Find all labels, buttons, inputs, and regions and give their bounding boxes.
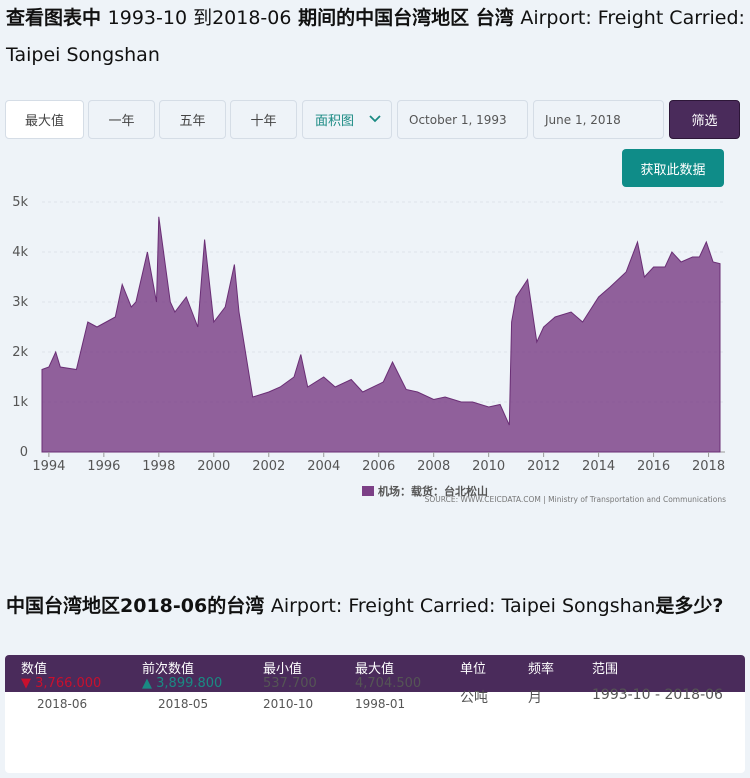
page-title: 查看图表中 1993-10 到2018-06 期间的中国台湾地区 台湾 Airp… [6, 7, 745, 66]
prev-value-date: 2018-05 [158, 697, 209, 711]
x-tick-label: 2000 [197, 459, 230, 474]
range-5y-button[interactable]: 五年 [159, 100, 226, 139]
table-row: ▼ 3,766.000 2018-06 ▲ 3,899.800 2018-05 … [5, 655, 745, 736]
summary-table: 数值 前次数值 最小值 最大值 单位 频率 范围 ▼ 3,766.000 201… [5, 655, 745, 773]
x-tick-label: 2002 [252, 459, 285, 474]
header-min: 最小值 [263, 662, 303, 677]
x-tick-label: 1998 [142, 459, 175, 474]
legend-swatch [362, 486, 374, 496]
range-cell: 1993-10 - 2018-06 [592, 687, 723, 703]
range-10y-button[interactable]: 十年 [230, 100, 297, 139]
header-unit: 单位 [460, 662, 487, 677]
x-tick-label: 2004 [307, 459, 340, 474]
down-arrow-icon: ▼ [21, 676, 31, 691]
x-tick-label: 1996 [87, 459, 120, 474]
start-date-input[interactable]: October 1, 1993 [397, 100, 528, 139]
chart-type-select[interactable]: 面积图 [302, 100, 392, 139]
source-note: SOURCE: WWW.CEICDATA.COM | Ministry of T… [425, 495, 726, 504]
x-tick-label: 2008 [417, 459, 450, 474]
min-value-cell: 537.700 [263, 676, 317, 691]
frequency-cell: 月 [528, 690, 542, 706]
value-cell: ▼ 3,766.000 [21, 676, 102, 691]
min-date: 2010-10 [263, 697, 314, 711]
y-tick-label: 1k [12, 395, 28, 410]
end-date-input[interactable]: June 1, 2018 [533, 100, 664, 139]
y-tick-label: 5k [12, 195, 28, 210]
header-frequency: 频率 [528, 662, 555, 677]
question-heading: 中国台湾地区2018-06的台湾 Airport: Freight Carrie… [6, 595, 724, 617]
series-area [41, 216, 721, 453]
header-max: 最大值 [355, 662, 395, 677]
range-max-button[interactable]: 最大值 [5, 100, 84, 139]
value-date: 2018-06 [37, 697, 88, 711]
filter-button[interactable]: 筛选 [669, 100, 740, 139]
area-chart: 0 1k 2k 3k 4k 5k 1994 1996 1998 2000 2002 2004 2006 2… [12, 195, 726, 504]
x-tick-label: 2016 [637, 459, 670, 474]
fetch-data-button[interactable]: 获取此数据 [622, 149, 724, 187]
table-header: 数值 前次数值 最小值 最大值 单位 频率 范围 [5, 655, 745, 692]
y-tick-label: 0 [20, 445, 28, 460]
header-value: 数值 [21, 662, 48, 677]
max-date: 1998-01 [355, 697, 406, 711]
x-tick-label: 2014 [582, 459, 615, 474]
max-value-cell: 4,704.500 [355, 676, 422, 691]
header-range: 范围 [592, 662, 619, 677]
header-prev-value: 前次数值 [142, 662, 195, 677]
prev-value-cell: ▲ 3,899.800 [142, 676, 223, 691]
x-tick-label: 1994 [32, 459, 65, 474]
chart-type-value: 面积图 [315, 114, 355, 129]
y-tick-label: 4k [12, 245, 28, 260]
x-tick-label: 2018 [692, 459, 725, 474]
up-arrow-icon: ▲ [142, 676, 152, 691]
range-1y-button[interactable]: 一年 [88, 100, 155, 139]
x-tick-label: 2006 [362, 459, 395, 474]
y-tick-label: 2k [12, 345, 28, 360]
chevron-down-icon [369, 112, 381, 127]
x-tick-label: 2012 [527, 459, 560, 474]
legend-label: 机场：载货：台北松山 [378, 484, 488, 498]
x-tick-label: 2010 [472, 459, 505, 474]
y-tick-label: 3k [12, 295, 28, 310]
unit-cell: 公吨 [460, 690, 488, 706]
